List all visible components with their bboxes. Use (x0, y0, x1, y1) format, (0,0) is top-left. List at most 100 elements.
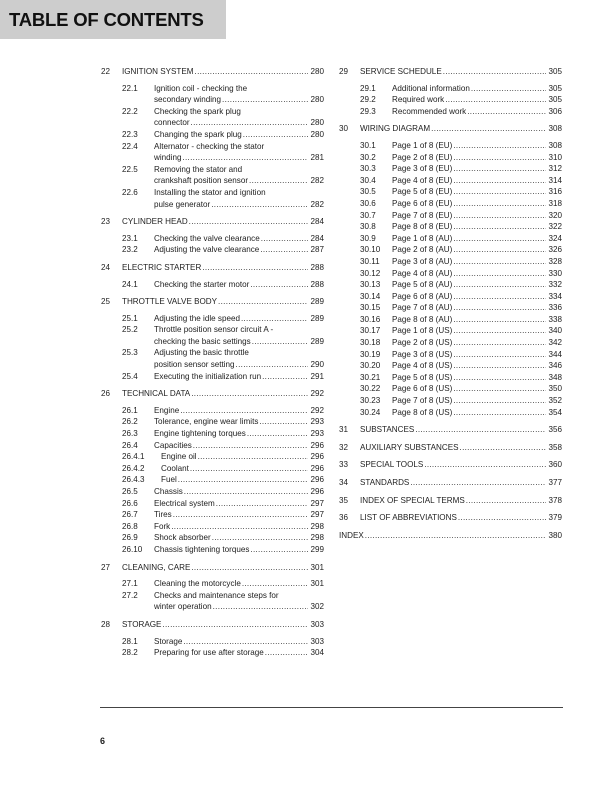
toc-entry-section[interactable]: 30.4 Page 4 of 8 (EU) 314 (339, 175, 562, 187)
toc-entry-section[interactable]: 26.5 Chassis 296 (101, 486, 324, 498)
toc-entry-section[interactable]: 26.4.3 Fuel 296 (101, 474, 324, 486)
toc-entry-section[interactable]: 26.4.1 Engine oil 296 (101, 451, 324, 463)
toc-entry-section[interactable]: 25.1 Adjusting the idle speed 289 (101, 313, 324, 325)
toc-entry-section[interactable]: 26.2 Tolerance, engine wear limits 293 (101, 416, 324, 428)
toc-entry-section[interactable]: 26.8 Fork 298 (101, 521, 324, 533)
toc-entry-chapter[interactable]: 32 AUXILIARY SUBSTANCES 358 (339, 442, 562, 454)
toc-entry-section[interactable]: connector 280 (101, 117, 324, 129)
toc-entry-chapter[interactable]: INDEX 380 (339, 530, 562, 542)
dot-leader (260, 244, 308, 256)
toc-entry-section[interactable]: pulse generator 282 (101, 199, 324, 211)
page-ref: 291 (310, 371, 324, 381)
toc-entry-section[interactable]: 26.6 Electrical system 297 (101, 498, 324, 510)
toc-entry-section[interactable]: 26.1 Engine 292 (101, 405, 324, 417)
toc-entry-chapter[interactable]: 25 THROTTLE VALVE BODY 289 (101, 296, 324, 308)
toc-entry-section[interactable]: secondary winding 280 (101, 94, 324, 106)
page-ref: 350 (548, 384, 562, 394)
toc-entry-chapter[interactable]: 30 WIRING DIAGRAM 308 (339, 123, 562, 135)
toc-entry-section[interactable]: 30.19 Page 3 of 8 (US) 344 (339, 349, 562, 361)
toc-entry-chapter[interactable]: 35 INDEX OF SPECIAL TERMS 378 (339, 495, 562, 507)
toc-entry-section[interactable]: 30.20 Page 4 of 8 (US) 346 (339, 360, 562, 372)
chapter-title: SERVICE SCHEDULE (360, 67, 442, 76)
page-ref: 314 (548, 175, 562, 185)
toc-entry-section[interactable]: 30.15 Page 7 of 8 (AU) 336 (339, 302, 562, 314)
toc-entry-section[interactable]: 30.11 Page 3 of 8 (AU) 328 (339, 256, 562, 268)
page-ref: 324 (548, 233, 562, 243)
toc-entry-section[interactable]: checking the basic settings 289 (101, 336, 324, 348)
toc-entry-chapter[interactable]: 29 SERVICE SCHEDULE 305 (339, 66, 562, 78)
toc-entry-chapter[interactable]: 36 LIST OF ABBREVIATIONS 379 (339, 512, 562, 524)
toc-entry-section[interactable]: crankshaft position sensor 282 (101, 175, 324, 187)
toc-entry-section[interactable]: 29.1 Additional information 305 (339, 83, 562, 95)
toc-entry-section[interactable]: 28.1 Storage 303 (101, 636, 324, 648)
toc-entry-section[interactable]: 30.14 Page 6 of 8 (AU) 334 (339, 291, 562, 303)
toc-entry-chapter[interactable]: 31 SUBSTANCES 356 (339, 424, 562, 436)
toc-entry-section[interactable]: 30.12 Page 4 of 8 (AU) 330 (339, 268, 562, 280)
dot-leader (241, 313, 309, 325)
section-number: 22.6 (122, 187, 138, 197)
toc-entry-section[interactable]: 30.3 Page 3 of 8 (EU) 312 (339, 163, 562, 175)
toc-entry-chapter[interactable]: 33 SPECIAL TOOLS 360 (339, 459, 562, 471)
section-title: Page 4 of 8 (AU) (392, 268, 453, 278)
toc-entry-section[interactable]: 30.2 Page 2 of 8 (EU) 310 (339, 152, 562, 164)
toc-entry-section[interactable]: 27.1 Cleaning the motorcycle 301 (101, 578, 324, 590)
section-number: 30.10 (360, 245, 381, 255)
toc-entry-section[interactable]: 30.13 Page 5 of 8 (AU) 332 (339, 279, 562, 291)
toc-entry-section[interactable]: 30.23 Page 7 of 8 (US) 352 (339, 395, 562, 407)
toc-entry-section[interactable]: 30.21 Page 5 of 8 (US) 348 (339, 372, 562, 384)
toc-entry-section[interactable]: 30.6 Page 6 of 8 (EU) 318 (339, 198, 562, 210)
toc-entry-section[interactable]: 30.16 Page 8 of 8 (AU) 338 (339, 314, 562, 326)
section-title: pulse generator (154, 199, 211, 209)
toc-entry-section[interactable]: 25.2 Throttle position sensor circuit A - (101, 324, 324, 336)
toc-entry-section[interactable]: 25.4 Executing the initialization run 291 (101, 371, 324, 383)
toc-entry-chapter[interactable]: 27 CLEANING, CARE 301 (101, 562, 324, 574)
toc-entry-chapter[interactable]: 24 ELECTRIC STARTER 288 (101, 262, 324, 274)
toc-entry-section[interactable]: 30.5 Page 5 of 8 (EU) 316 (339, 186, 562, 198)
toc-entry-section[interactable]: 29.3 Recommended work 306 (339, 106, 562, 118)
page-ref: 288 (310, 279, 324, 289)
page-ref: 299 (310, 544, 324, 554)
toc-entry-section[interactable]: 22.6 Installing the stator and ignition (101, 187, 324, 199)
toc-entry-section[interactable]: 30.1 Page 1 of 8 (EU) 308 (339, 140, 562, 152)
toc-entry-chapter[interactable]: 26 TECHNICAL DATA 292 (101, 388, 324, 400)
toc-entry-section[interactable]: 26.3 Engine tightening torques 293 (101, 428, 324, 440)
toc-entry-section[interactable]: 30.24 Page 8 of 8 (US) 354 (339, 407, 562, 419)
toc-entry-section[interactable]: 30.7 Page 7 of 8 (EU) 320 (339, 210, 562, 222)
toc-entry-section[interactable]: 28.2 Preparing for use after storage 304 (101, 647, 324, 659)
toc-entry-section[interactable]: 25.3 Adjusting the basic throttle (101, 347, 324, 359)
toc-entry-section[interactable]: 24.1 Checking the starter motor 288 (101, 279, 324, 291)
toc-entry-section[interactable]: 23.1 Checking the valve clearance 284 (101, 233, 324, 245)
dot-leader (453, 175, 546, 187)
toc-entry-section[interactable]: 26.4.2 Coolant 296 (101, 463, 324, 475)
toc-entry-chapter[interactable]: 22 IGNITION SYSTEM 280 (101, 66, 324, 78)
dot-leader (453, 349, 546, 361)
toc-entry-section[interactable]: 30.22 Page 6 of 8 (US) 350 (339, 383, 562, 395)
toc-entry-section[interactable]: 29.2 Required work 305 (339, 94, 562, 106)
toc-entry-section[interactable]: 22.2 Checking the spark plug (101, 106, 324, 118)
toc-entry-section[interactable]: 26.10 Chassis tightening torques 299 (101, 544, 324, 556)
toc-entry-section[interactable]: 23.2 Adjusting the valve clearance 287 (101, 244, 324, 256)
toc-entry-section[interactable]: winter operation 302 (101, 601, 324, 613)
toc-entry-section[interactable]: 26.9 Shock absorber 298 (101, 532, 324, 544)
toc-entry-section[interactable]: 30.9 Page 1 of 8 (AU) 324 (339, 233, 562, 245)
toc-entry-section[interactable]: 22.4 Alternator - checking the stator (101, 141, 324, 153)
toc-entry-section[interactable]: 26.4 Capacities 296 (101, 440, 324, 452)
section-title: Page 1 of 8 (AU) (392, 233, 453, 243)
toc-entry-chapter[interactable]: 34 STANDARDS 377 (339, 477, 562, 489)
toc-entry-section[interactable]: 22.3 Changing the spark plug 280 (101, 129, 324, 141)
chapter-number: 25 (101, 297, 111, 307)
toc-entry-section[interactable]: 30.10 Page 2 of 8 (AU) 326 (339, 244, 562, 256)
toc-entry-section[interactable]: 30.8 Page 8 of 8 (EU) 322 (339, 221, 562, 233)
toc-entry-chapter[interactable]: 28 STORAGE 303 (101, 619, 324, 631)
toc-entry-section[interactable]: 30.17 Page 1 of 8 (US) 340 (339, 325, 562, 337)
toc-entry-section[interactable]: 22.1 Ignition coil - checking the (101, 83, 324, 95)
toc-entry-section[interactable]: winding 281 (101, 152, 324, 164)
toc-entry-section[interactable]: 26.7 Tires 297 (101, 509, 324, 521)
section-title: Page 5 of 8 (US) (392, 372, 453, 382)
toc-entry-section[interactable]: 22.5 Removing the stator and (101, 164, 324, 176)
dot-leader (265, 647, 309, 659)
toc-entry-chapter[interactable]: 23 CYLINDER HEAD 284 (101, 216, 324, 228)
toc-entry-section[interactable]: 30.18 Page 2 of 8 (US) 342 (339, 337, 562, 349)
toc-entry-section[interactable]: 27.2 Checks and maintenance steps for (101, 590, 324, 602)
toc-entry-section[interactable]: position sensor setting 290 (101, 359, 324, 371)
